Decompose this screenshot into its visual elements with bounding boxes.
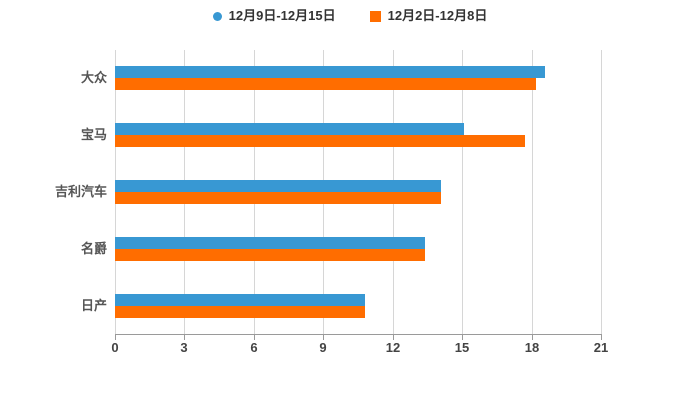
x-tick-mark	[601, 335, 602, 340]
x-axis-line	[115, 334, 602, 335]
x-tick-label: 3	[180, 340, 188, 355]
x-tick-mark	[462, 335, 463, 340]
x-tick-label: 15	[454, 340, 470, 355]
gridline-x-18	[532, 50, 533, 334]
x-tick-mark	[532, 335, 533, 340]
bar-orange-cat-1	[115, 78, 536, 90]
legend-item-series-1[interactable]: 12月9日-12月15日	[212, 8, 336, 24]
x-tick-label: 21	[593, 340, 609, 355]
x-tick-mark	[184, 335, 185, 340]
x-tick-label: 9	[319, 340, 327, 355]
bar-blue-cat-4	[115, 237, 425, 249]
x-tick-label: 6	[250, 340, 258, 355]
bar-orange-cat-4	[115, 249, 425, 261]
bar-blue-cat-3	[115, 180, 441, 192]
x-tick-label: 12	[385, 340, 401, 355]
category-label: 大众	[80, 70, 107, 85]
gridline-x-15	[462, 50, 463, 334]
category-label: 宝马	[80, 127, 107, 142]
bar-blue-cat-5	[115, 294, 365, 306]
gridline-x-21	[601, 50, 602, 334]
x-tick-mark	[393, 335, 394, 340]
legend-marker-square-icon	[369, 10, 381, 22]
x-tick-label: 18	[524, 340, 540, 355]
bar-blue-cat-2	[115, 123, 464, 135]
bar-blue-cat-1	[115, 66, 545, 78]
category-label: 吉利汽车	[54, 184, 107, 199]
x-tick-mark	[115, 335, 116, 340]
bar-orange-cat-5	[115, 306, 365, 318]
chart-legend: 12月9日-12月15日 12月2日-12月8日	[0, 8, 700, 24]
x-tick-label: 0	[111, 340, 119, 355]
bar-orange-cat-2	[115, 135, 525, 147]
bar-orange-cat-3	[115, 192, 441, 204]
legend-label: 12月9日-12月15日	[228, 8, 336, 23]
legend-item-series-2[interactable]: 12月2日-12月8日	[369, 8, 488, 24]
x-tick-mark	[323, 335, 324, 340]
legend-label: 12月2日-12月8日	[387, 8, 488, 23]
plot-area	[115, 50, 602, 334]
x-tick-mark	[254, 335, 255, 340]
category-label: 日产	[80, 298, 107, 313]
category-label: 名爵	[80, 241, 107, 256]
legend-marker-circle-icon	[212, 11, 222, 21]
